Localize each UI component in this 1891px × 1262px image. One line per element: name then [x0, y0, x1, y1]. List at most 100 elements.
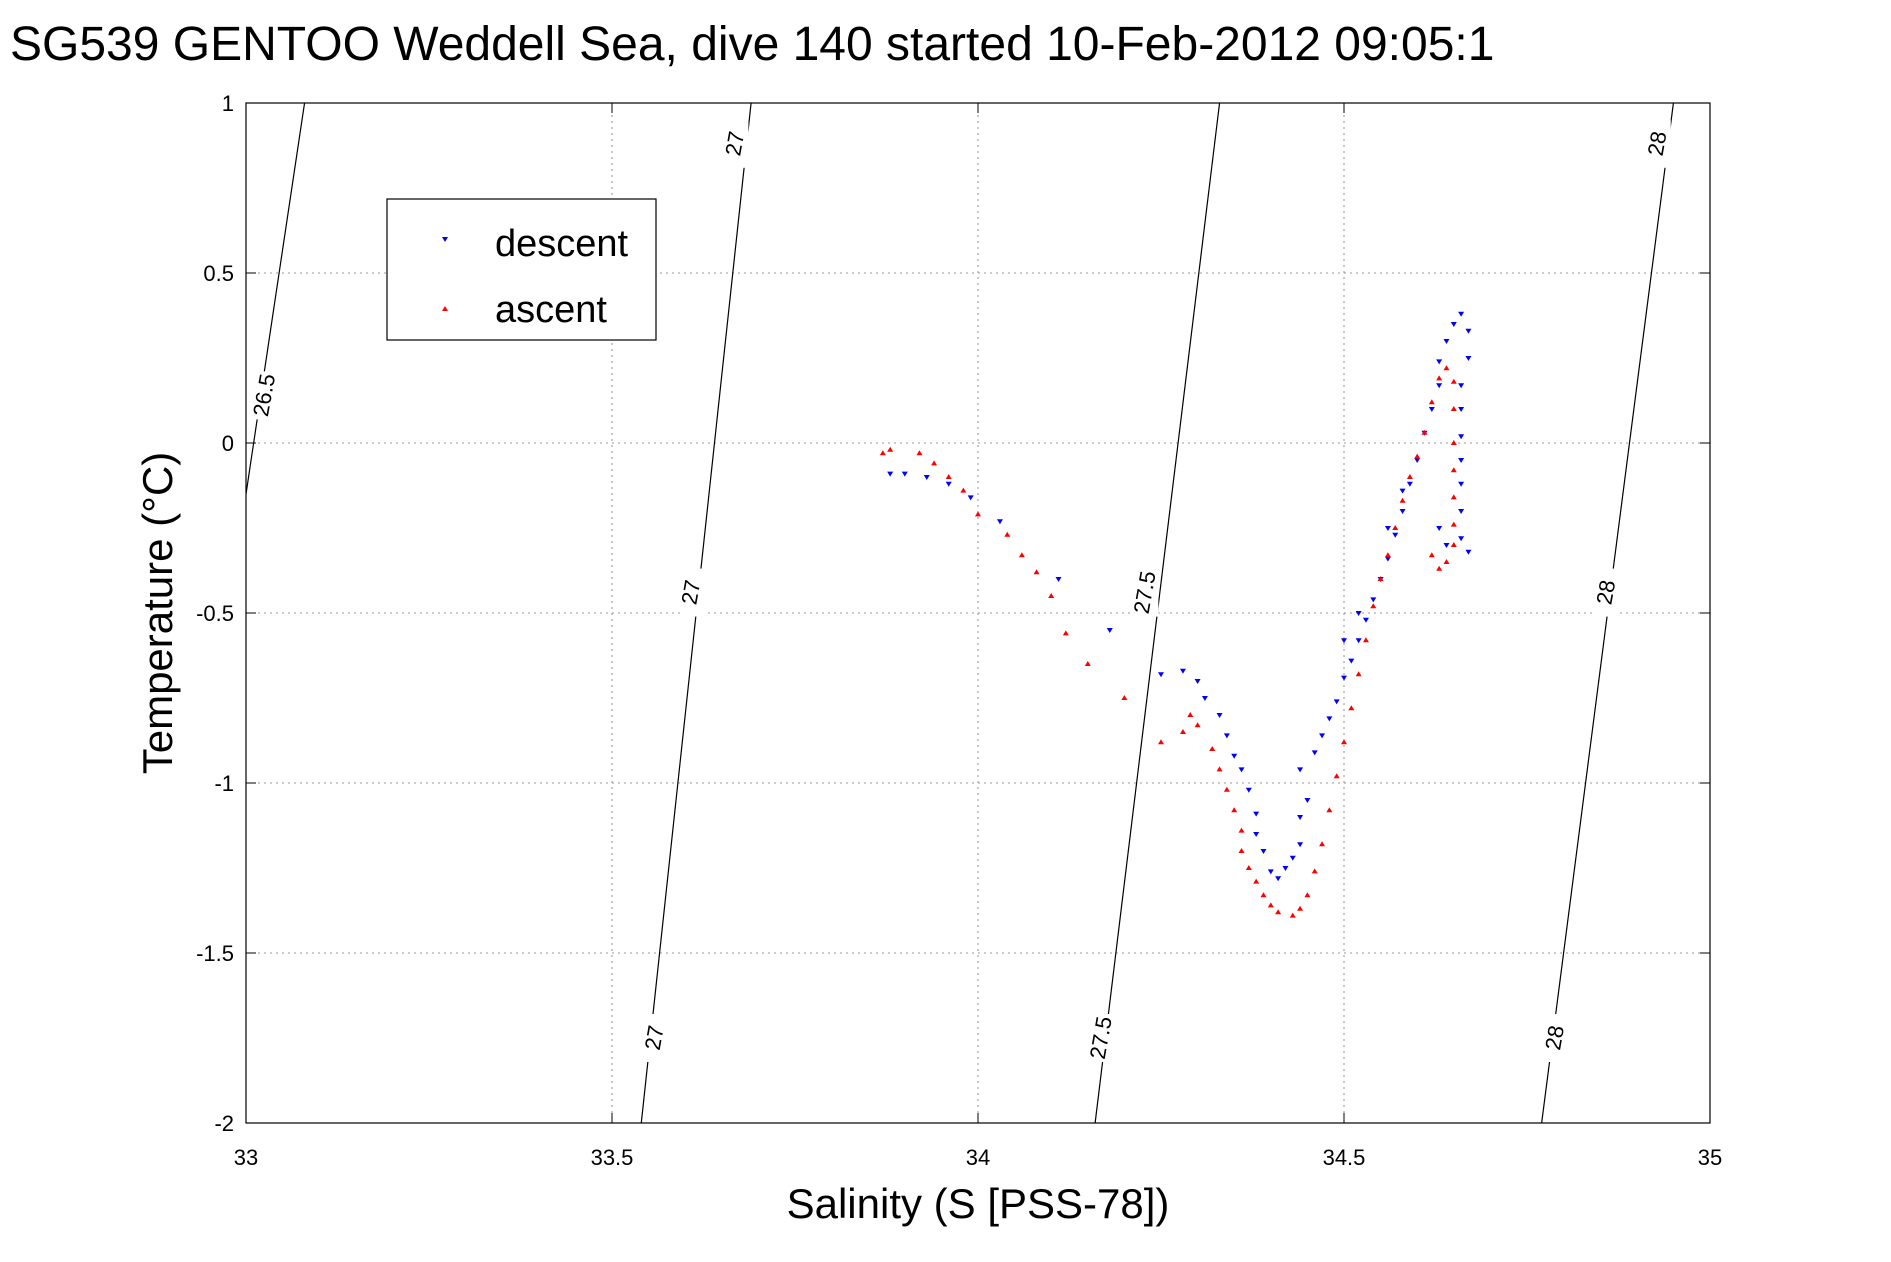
descent-point: [1428, 407, 1435, 412]
legend-ascent-marker: [442, 306, 448, 311]
ascent-point: [1362, 637, 1369, 643]
descent-point: [1355, 638, 1362, 644]
isopycnal-label: 27: [720, 129, 749, 157]
descent-point: [1414, 458, 1421, 463]
descent-point: [1458, 458, 1465, 463]
ascent-point: [1209, 746, 1216, 751]
descent-point: [1436, 526, 1443, 531]
ascent-point: [1238, 848, 1245, 853]
y-axis-label: Temperature (°C): [134, 452, 181, 775]
y-tick-label: -1: [214, 771, 234, 796]
descent-point: [1341, 638, 1347, 644]
descent-point: [1223, 733, 1230, 739]
ascent-point: [1297, 905, 1304, 911]
ascent-point: [1377, 576, 1384, 581]
isopycnal-label: 27: [640, 1023, 669, 1051]
descent-point: [1245, 787, 1252, 793]
descent-point: [1465, 356, 1472, 361]
ascent-point: [1436, 375, 1443, 381]
legend-descent-label: descent: [495, 223, 629, 265]
ascent-point: [1245, 865, 1252, 870]
chart-title: SG539 GENTOO Weddell Sea, dive 140 start…: [10, 18, 1494, 71]
descent-point: [1055, 577, 1062, 582]
y-tick-label: -2: [214, 1111, 234, 1136]
x-axis-label: Salinity (S [PSS-78]): [787, 1180, 1170, 1227]
descent-point: [1267, 869, 1274, 875]
ascent-point: [1450, 467, 1457, 473]
ascent-point: [1355, 671, 1362, 677]
descent-point: [1458, 407, 1465, 412]
isopycnal-label: 28: [1643, 129, 1672, 157]
ascent-point: [1267, 902, 1274, 908]
descent-point: [1399, 509, 1406, 514]
y-tick-label: 1: [222, 91, 234, 116]
descent-point: [1384, 556, 1391, 562]
descent-point: [1260, 849, 1267, 854]
x-axis-ticks: 33 33.5 34 34.5 35: [234, 103, 1722, 1170]
legend-ascent-label: ascent: [495, 289, 607, 331]
descent-point: [1450, 322, 1457, 327]
descent-point: [1297, 767, 1304, 773]
descent-point: [1282, 866, 1289, 871]
ascent-point: [887, 446, 894, 452]
ascent-point: [1406, 474, 1413, 479]
ascent-point: [1311, 868, 1318, 874]
descent-point: [1458, 383, 1465, 389]
ascent-point: [1436, 565, 1443, 571]
ascent-point: [1333, 773, 1340, 779]
data-points: [879, 311, 1472, 918]
isopycnal-label-bg: [1646, 119, 1671, 168]
y-tick-label: 0: [222, 431, 234, 456]
ascent-point: [1179, 729, 1186, 734]
isopycnal-label-bg: [680, 568, 705, 617]
ascent-point: [1033, 569, 1040, 575]
descent-point: [1465, 549, 1472, 555]
ascent-point: [1443, 559, 1450, 564]
ascent-point: [1216, 766, 1223, 772]
descent-point: [901, 471, 908, 477]
ascent-point: [1428, 399, 1435, 405]
isopycnal-label: 28: [1591, 578, 1620, 606]
ascent-point: [916, 450, 923, 456]
x-tick-label: 33: [234, 1145, 258, 1170]
descent-point: [1231, 753, 1238, 759]
descent-point: [1348, 658, 1355, 664]
y-tick-label: 0.5: [203, 261, 234, 286]
descent-point: [1370, 597, 1377, 603]
legend-box: [386, 198, 657, 341]
isopycnal-line: [246, 103, 306, 495]
descent-point: [1458, 536, 1465, 542]
descent-point: [1216, 713, 1223, 718]
descent-point: [1384, 526, 1391, 531]
ascent-point: [1326, 807, 1333, 813]
ascent-point: [1253, 878, 1260, 884]
descent-point: [1311, 750, 1318, 756]
ascent-point: [1304, 892, 1311, 898]
ascent-point: [1384, 552, 1391, 558]
ascent-point: [1260, 892, 1267, 898]
ascent-point: [1450, 440, 1457, 445]
ascent-point: [1370, 603, 1377, 609]
ascent-point: [1399, 497, 1406, 503]
ascent-point: [1194, 722, 1201, 728]
descent-point: [1319, 733, 1326, 739]
ascent-point: [1414, 453, 1421, 459]
ascent-point: [1187, 712, 1194, 717]
descent-point: [1297, 815, 1304, 820]
isopycnal-label: 27: [676, 578, 705, 606]
descent-point: [1465, 328, 1472, 334]
descent-point: [1333, 699, 1340, 705]
descent-point: [1443, 339, 1450, 344]
ascent-point: [1450, 521, 1457, 527]
ascent-point: [945, 474, 952, 479]
legend: descent ascent: [386, 198, 657, 341]
y-tick-label: -0.5: [196, 601, 234, 626]
descent-point: [1362, 617, 1369, 623]
descent-point: [1106, 628, 1113, 633]
descent-point: [1436, 383, 1443, 389]
descent-point: [1304, 798, 1311, 803]
descent-point: [1443, 543, 1450, 548]
isopycnal-label-bg: [724, 119, 749, 168]
ascent-point: [1084, 661, 1091, 666]
